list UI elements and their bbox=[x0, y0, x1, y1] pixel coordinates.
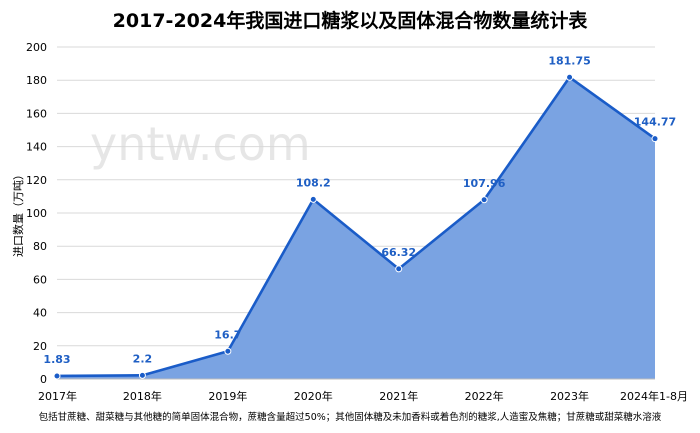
y-tick-label: 180 bbox=[26, 74, 47, 87]
y-axis-label: 进口数量（万吨） bbox=[12, 169, 25, 257]
data-label: 66.32 bbox=[381, 246, 416, 259]
data-point bbox=[224, 347, 232, 355]
footnote: 包括甘蔗糖、甜菜糖与其他糖的简单固体混合物，蔗糖含量超过50%；其他固体糖及未加… bbox=[39, 411, 662, 423]
y-axis-ticks: 0 20 40 60 80 100 120 140 160 180 200 bbox=[26, 41, 47, 386]
y-tick-label: 0 bbox=[40, 373, 47, 386]
data-label: 2.2 bbox=[133, 352, 153, 365]
data-label: 181.75 bbox=[548, 54, 590, 67]
data-point bbox=[395, 265, 403, 273]
x-tick-label: 2018年 bbox=[123, 389, 162, 403]
y-tick-label: 100 bbox=[26, 207, 47, 220]
y-tick-label: 60 bbox=[33, 273, 47, 286]
data-point bbox=[651, 135, 659, 143]
y-tick-label: 80 bbox=[33, 240, 47, 253]
x-tick-label: 2024年1-8月 bbox=[620, 389, 688, 403]
data-point bbox=[309, 195, 317, 203]
area-fill bbox=[57, 77, 655, 380]
series-line bbox=[56, 75, 656, 378]
y-tick-label: 40 bbox=[33, 307, 47, 320]
watermark: yntw.com bbox=[90, 117, 311, 171]
data-labels: 1.83 2.2 16.7 108.2 66.32 107.96 181.75 144.77 bbox=[43, 54, 676, 366]
y-tick-label: 160 bbox=[26, 107, 47, 120]
data-label: 1.83 bbox=[43, 353, 70, 366]
data-label: 107.96 bbox=[463, 177, 506, 190]
data-point bbox=[53, 372, 61, 380]
x-tick-label: 2023年 bbox=[550, 389, 589, 403]
data-label: 144.77 bbox=[634, 116, 676, 129]
x-tick-label: 2020年 bbox=[294, 389, 333, 403]
x-tick-label: 2021年 bbox=[379, 389, 418, 403]
data-point bbox=[138, 371, 146, 379]
data-points bbox=[53, 73, 659, 380]
data-label: 16.7 bbox=[214, 328, 241, 341]
y-tick-label: 140 bbox=[26, 141, 47, 154]
x-tick-label: 2017年 bbox=[38, 389, 77, 403]
chart-title: 2017-2024年我国进口糖浆以及固体混合物数量统计表 bbox=[113, 9, 589, 32]
area-layer bbox=[56, 75, 656, 380]
y-tick-label: 20 bbox=[33, 340, 47, 353]
y-tick-label: 200 bbox=[26, 41, 47, 54]
data-point bbox=[480, 196, 488, 204]
y-tick-label: 120 bbox=[26, 174, 47, 187]
x-tick-label: 2019年 bbox=[208, 389, 247, 403]
x-axis-ticks: 2017年 2018年 2019年 2020年 2021年 2022年 2023年 2024年… bbox=[38, 389, 688, 403]
x-tick-label: 2022年 bbox=[465, 389, 504, 403]
data-label: 108.2 bbox=[296, 176, 331, 189]
data-point bbox=[566, 73, 574, 81]
